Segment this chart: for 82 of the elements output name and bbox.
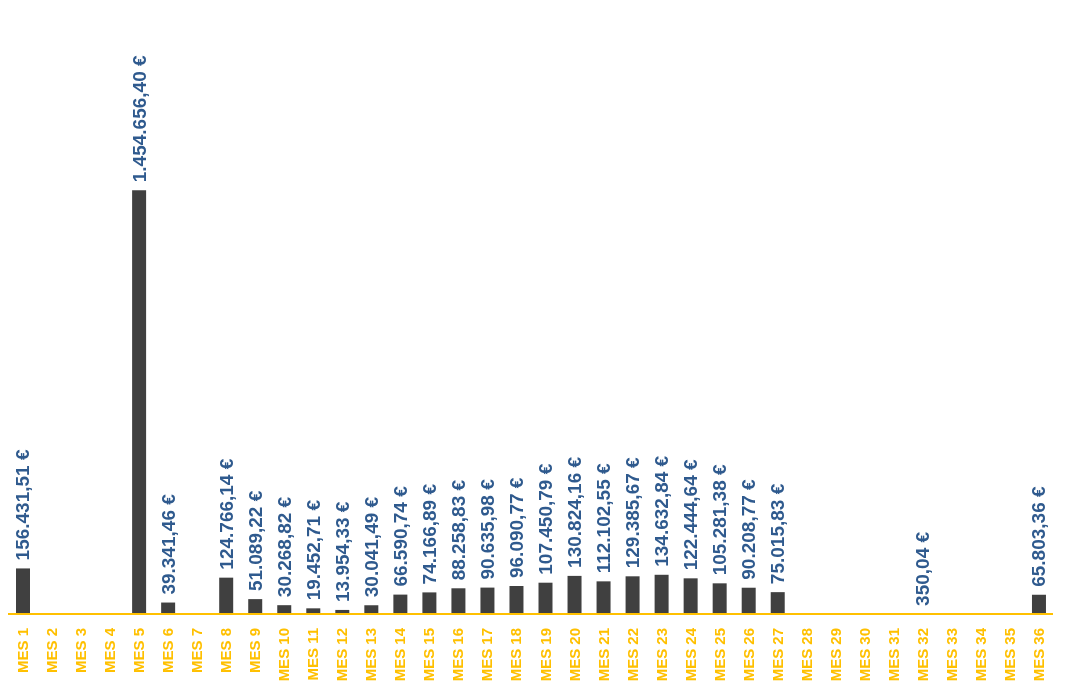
x-tick-label: MES 19 <box>536 628 554 682</box>
bar <box>277 605 292 614</box>
data-label: 51.089,22 € <box>244 490 266 592</box>
bar <box>451 588 466 614</box>
bar <box>509 586 524 614</box>
data-label: 90.208,77 € <box>738 478 760 580</box>
data-label: 122.444,64 € <box>680 458 702 571</box>
x-tick-label: MES 5 <box>130 628 148 674</box>
data-label: 66.590,74 € <box>389 485 411 587</box>
x-tick-label: MES 10 <box>275 628 293 682</box>
bar <box>741 587 756 614</box>
bar <box>712 583 727 614</box>
x-tick-label: MES 34 <box>971 627 989 682</box>
data-label: 30.268,82 € <box>273 496 295 598</box>
data-label: 65.803,36 € <box>1028 486 1050 587</box>
x-tick-label: MES 13 <box>362 628 380 682</box>
x-tick-label: MES 26 <box>739 628 757 682</box>
x-tick-label: MES 28 <box>797 628 815 682</box>
data-label: 30.041,49 € <box>360 496 382 598</box>
x-tick-label: MES 15 <box>420 628 438 682</box>
x-tick-label: MES 21 <box>594 628 612 682</box>
bar <box>422 592 437 614</box>
bar <box>364 605 379 614</box>
x-tick-label: MES 7 <box>188 628 206 674</box>
data-label: 13.954,33 € <box>331 501 353 602</box>
x-tick-label: MES 4 <box>101 627 119 674</box>
data-label: 74.166,89 € <box>418 483 440 585</box>
data-label: 1.454.656,40 € <box>128 55 150 183</box>
data-label: 107.450,79 € <box>535 463 556 575</box>
bar <box>1031 594 1046 614</box>
x-tick-label: MES 2 <box>43 628 61 674</box>
data-label: 130.824,16 € <box>564 456 586 568</box>
bar <box>16 568 30 614</box>
x-tick-label: MES 9 <box>246 628 264 674</box>
bar <box>248 599 263 614</box>
x-tick-label: MES 24 <box>681 627 699 682</box>
x-tick-label: MES 22 <box>623 628 641 682</box>
x-tick-label: MES 30 <box>855 628 873 682</box>
x-tick-label: MES 36 <box>1029 628 1047 682</box>
bar <box>538 582 553 614</box>
x-tick-label: MES 11 <box>304 628 322 681</box>
data-label: 96.090,77 € <box>505 477 527 579</box>
x-tick-label: MES 25 <box>710 628 728 682</box>
x-tick-label: MES 18 <box>507 628 525 682</box>
bar <box>393 594 408 614</box>
x-tick-label: MES 3 <box>72 628 90 674</box>
x-tick-label: MES 33 <box>942 628 960 682</box>
x-tick-label: MES 32 <box>913 628 931 682</box>
data-label: 105.281,38 € <box>709 463 731 576</box>
bar <box>567 575 582 614</box>
x-tick-label: MES 35 <box>1000 628 1018 682</box>
x-tick-label: MES 29 <box>826 628 844 682</box>
x-tick-label: MES 17 <box>478 628 496 682</box>
data-label: 39.341,46 € <box>157 493 179 595</box>
x-tick-label: MES 14 <box>391 627 409 682</box>
x-tick-label: MES 6 <box>159 628 177 674</box>
bar <box>480 587 495 614</box>
data-label: 19.452,71 € <box>302 499 324 601</box>
data-label: 134.632,84 € <box>651 455 673 567</box>
bar <box>596 581 611 614</box>
data-label: 112.102,55 € <box>593 463 615 574</box>
bar <box>654 574 669 614</box>
bar <box>219 577 234 614</box>
x-tick-label: MES 12 <box>333 628 351 682</box>
bar <box>770 592 785 614</box>
x-tick-label: MES 31 <box>884 628 902 682</box>
x-tick-label: MES 8 <box>217 628 235 674</box>
data-label: 90.635,98 € <box>476 478 498 580</box>
x-tick-label: MES 20 <box>565 628 583 682</box>
data-label: 75.015,83 € <box>767 483 789 585</box>
x-tick-label: MES 16 <box>449 628 467 682</box>
data-label: 88.258,83 € <box>447 479 469 581</box>
x-tick-label: MES 27 <box>768 628 786 682</box>
data-label: 124.766,14 € <box>215 458 237 570</box>
data-label: 129.385,67 € <box>622 456 644 569</box>
bar <box>683 578 698 614</box>
x-tick-label: MES 23 <box>652 628 670 682</box>
x-tick-label: MES 1 <box>14 628 32 674</box>
bar <box>625 576 640 614</box>
bar <box>132 190 147 614</box>
data-label: 156.431,51 € <box>12 449 34 561</box>
data-label: 350,04 € <box>912 531 934 606</box>
